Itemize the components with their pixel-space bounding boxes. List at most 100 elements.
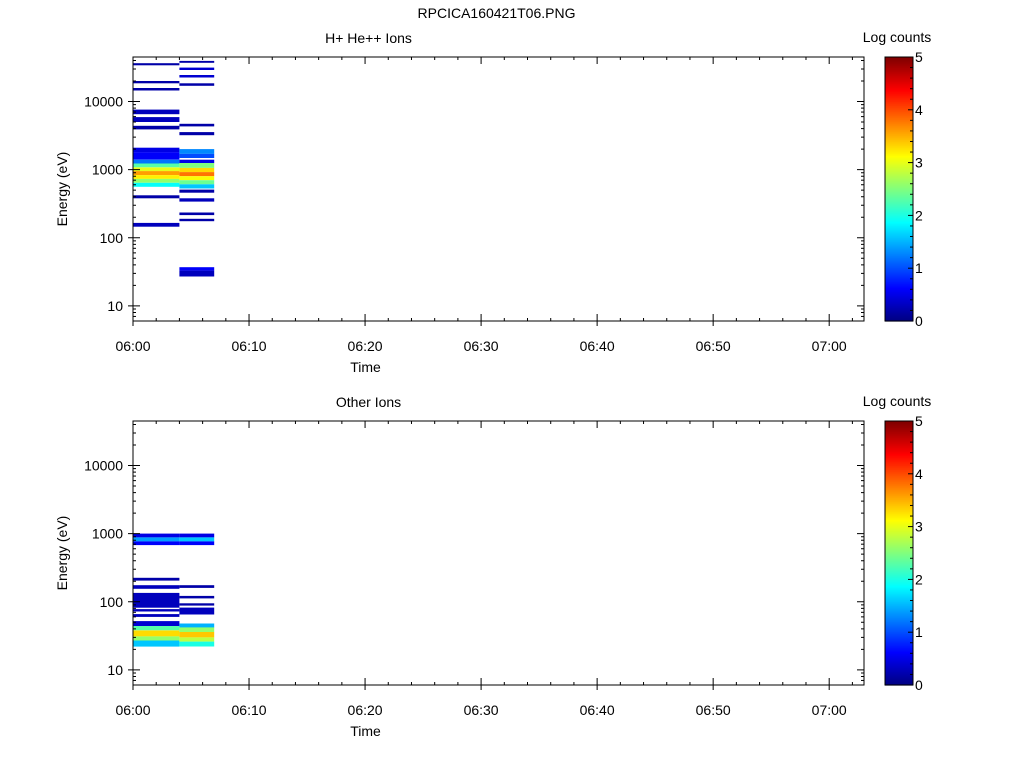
heatmap-cell: [179, 180, 215, 185]
colorbar-segment: [885, 311, 913, 314]
colorbar-segment: [885, 83, 913, 86]
heatmap-cell: [133, 636, 180, 641]
colorbar-segment: [885, 567, 913, 570]
colorbar-segment: [885, 119, 913, 122]
colorbar-segment: [885, 547, 913, 550]
x-axis: 06:00 06:10 06:20 06:30 06:40 06:50 07:00: [115, 421, 853, 718]
colorbar-segment: [885, 157, 913, 160]
colorbar-segment: [885, 213, 913, 216]
x-tick-label: 06:10: [232, 338, 267, 354]
colorbar-segment: [885, 587, 913, 590]
heatmap-cell: [179, 585, 215, 588]
colorbar-segment: [885, 645, 913, 648]
colorbar-segment: [885, 561, 913, 564]
colorbar-frame: [884, 420, 914, 686]
colorbar-segment: [885, 209, 913, 212]
heatmap-cell: [179, 75, 215, 78]
colorbar-segment: [885, 585, 913, 588]
colorbar-segment: [885, 205, 913, 208]
heatmap-cell: [179, 163, 215, 168]
x-tick-label: 06:40: [580, 338, 615, 354]
colorbar-tick-label: 1: [915, 624, 923, 640]
colorbar-segment: [885, 129, 913, 132]
colorbar-segment: [885, 421, 913, 424]
colorbar-segment: [885, 609, 913, 612]
colorbar-tick-label: 4: [915, 102, 923, 118]
y-tick-label: 10: [107, 662, 123, 678]
colorbar-segment: [885, 469, 913, 472]
colorbar-segment: [885, 629, 913, 632]
colorbar-segment: [885, 571, 913, 574]
heatmap-cell: [133, 182, 180, 187]
y-axis-label: Energy (eV): [54, 516, 70, 591]
colorbar-segment: [885, 227, 913, 230]
colorbar-segment: [885, 649, 913, 652]
heatmap-cell: [179, 198, 215, 202]
heatmap-cells: [133, 533, 215, 647]
colorbar-segment: [885, 589, 913, 592]
heatmap-cell: [133, 125, 180, 130]
x-tick-label: 06:10: [232, 702, 267, 718]
y-tick-label: 1000: [92, 526, 123, 542]
colorbar-segment: [885, 167, 913, 170]
colorbar-segment: [885, 529, 913, 532]
colorbar-tick-label: 3: [915, 519, 923, 535]
colorbar-segment: [885, 107, 913, 110]
colorbar-segment: [885, 171, 913, 174]
colorbar-segment: [885, 493, 913, 496]
colorbar-segment: [885, 621, 913, 624]
heatmap-cell: [133, 533, 180, 538]
panel-h-he-ions: H+ He++ Ions 06:00 06:10 06:20 06:30 06:40 06:…: [54, 29, 931, 375]
colorbar-segment: [885, 569, 913, 572]
x-tick-label: 06:30: [464, 338, 499, 354]
chart-title: Other Ions: [336, 394, 401, 410]
colorbar-segment: [885, 671, 913, 674]
y-axis: 10 100 1000 10000: [84, 59, 864, 322]
colorbar-segment: [885, 679, 913, 682]
colorbar-segment: [885, 81, 913, 84]
colorbar-segment: [885, 427, 913, 430]
heatmap-cell: [179, 632, 215, 638]
colorbar-segment: [885, 297, 913, 300]
heatmap-cell: [179, 153, 215, 158]
colorbar-segment: [885, 173, 913, 176]
colorbar-segment: [885, 249, 913, 252]
colorbar-segment: [885, 527, 913, 530]
colorbar-segment: [885, 183, 913, 186]
colorbar-segment: [885, 225, 913, 228]
colorbar-segment: [885, 67, 913, 70]
colorbar-segment: [885, 179, 913, 182]
heatmap-cell: [179, 533, 215, 538]
heatmap-cell: [179, 172, 215, 177]
colorbar-segment: [885, 549, 913, 552]
y-tick-label: 100: [100, 230, 124, 246]
colorbar-segment: [885, 271, 913, 274]
heatmap-cell: [179, 627, 215, 632]
heatmap-cell: [133, 537, 180, 542]
colorbar-frame: [884, 56, 914, 322]
heatmap-cell: [179, 595, 215, 599]
heatmap-cell: [179, 159, 215, 164]
colorbar-segment: [885, 463, 913, 466]
colorbar-segment: [885, 77, 913, 80]
colorbar-segment: [885, 75, 913, 78]
colorbar-segment: [885, 599, 913, 602]
panel-other-ions: Other Ions 06:00 06:10 06:20 06:30 06:40 06:50…: [0, 364, 1024, 748]
colorbar-segment: [885, 661, 913, 664]
colorbar-segment: [885, 241, 913, 244]
colorbar-segment: [885, 211, 913, 214]
colorbar-segment: [885, 559, 913, 562]
colorbar-segment: [885, 539, 913, 542]
heatmap-cell: [179, 603, 215, 606]
colorbar-segment: [885, 97, 913, 100]
colorbar-segment: [885, 447, 913, 450]
colorbar: 0 1 2 3 4 5 Log counts: [863, 393, 932, 693]
colorbar-segment: [885, 261, 913, 264]
colorbar-segment: [885, 653, 913, 656]
colorbar-segment: [885, 439, 913, 442]
heatmap-cell: [179, 189, 215, 193]
colorbar-segment: [885, 483, 913, 486]
colorbar-segment: [885, 71, 913, 74]
colorbar-segment: [885, 63, 913, 66]
colorbar-segment: [885, 475, 913, 478]
